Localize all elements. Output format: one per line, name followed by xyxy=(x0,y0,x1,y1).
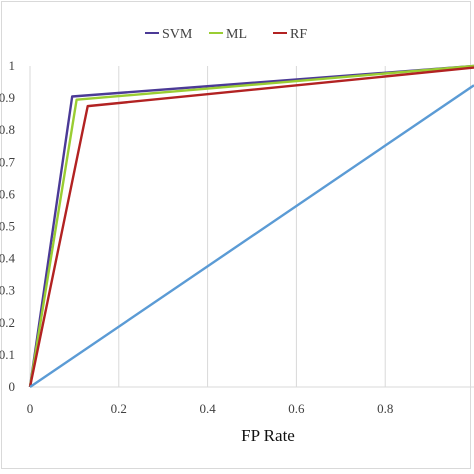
x-tick-label: 0.8 xyxy=(377,401,393,416)
y-tick-labels: 0 0.1 0.2 0.3 0.4 0.5 0.6 0.7 0.8 0.9 1 xyxy=(0,58,16,394)
legend-label-ml: ML xyxy=(226,27,247,42)
series-line-svm xyxy=(28,64,474,388)
legend-label-rf: RF xyxy=(290,27,307,42)
y-tick-label: 0.6 xyxy=(0,186,16,201)
legend: SVM ML RF xyxy=(145,27,307,42)
series-line-diagonal xyxy=(29,84,474,388)
y-tick-label: 0.5 xyxy=(0,219,15,234)
y-tick-label: 0.8 xyxy=(0,122,15,137)
x-axis-title: FP Rate xyxy=(241,426,295,445)
y-tick-label: 0 xyxy=(9,379,16,394)
x-tick-label: 0 xyxy=(27,401,34,416)
y-tick-label: 0.3 xyxy=(0,283,15,298)
y-tick-label: 0.1 xyxy=(0,347,15,362)
x-tick-label: 0.2 xyxy=(111,401,127,416)
series-line-rf xyxy=(28,66,474,388)
series-lines xyxy=(28,64,474,388)
series-line-ml xyxy=(28,64,474,388)
legend-label-svm: SVM xyxy=(162,27,193,42)
y-tick-label: 0.9 xyxy=(0,90,15,105)
x-tick-label: 0.4 xyxy=(199,401,216,416)
x-tick-labels: 0 0.2 0.4 0.6 0.8 xyxy=(27,401,394,416)
x-tick-label: 0.6 xyxy=(288,401,305,416)
grid-lines xyxy=(29,66,474,388)
y-tick-label: 0.4 xyxy=(0,251,16,266)
y-tick-label: 0.2 xyxy=(0,315,15,330)
chart-frame xyxy=(1,1,471,469)
y-tick-label: 1 xyxy=(9,58,16,73)
y-tick-label: 0.7 xyxy=(0,154,16,169)
